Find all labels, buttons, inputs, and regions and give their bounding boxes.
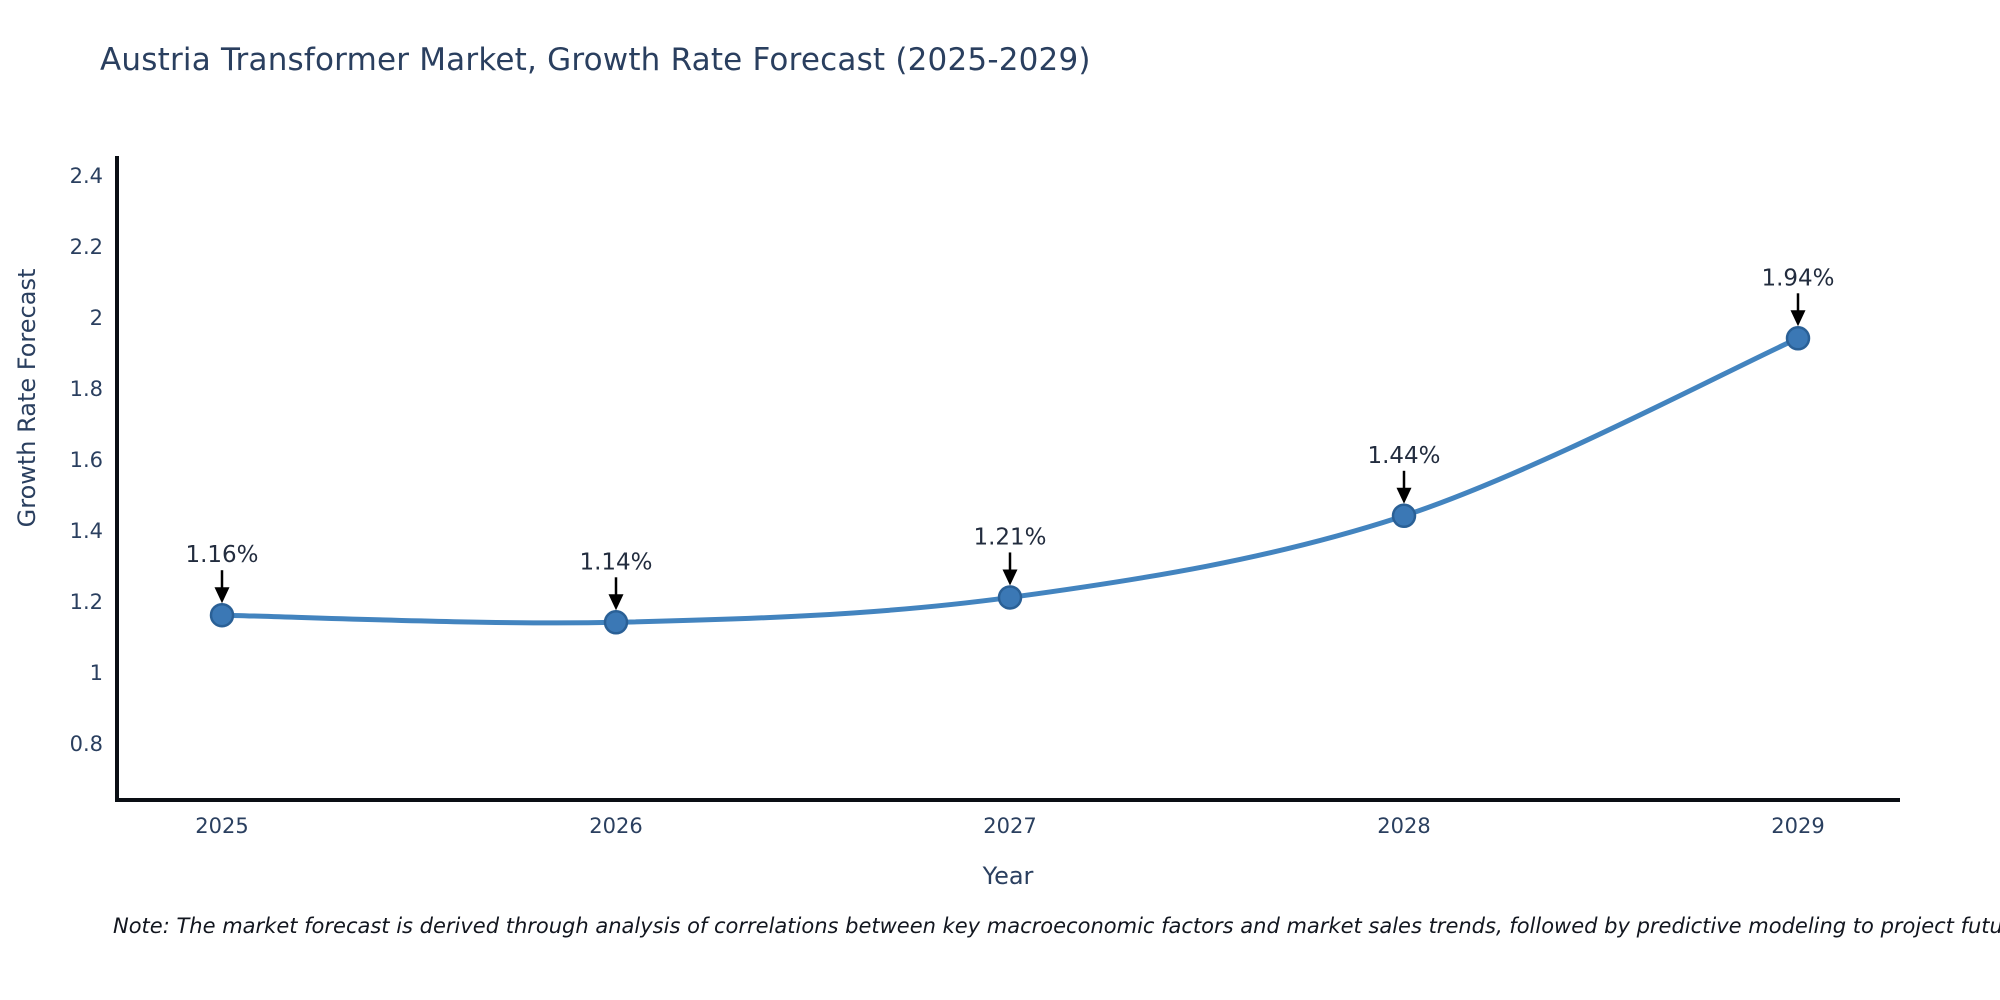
data-point-2028[interactable]	[1391, 503, 1417, 529]
point-value-label: 1.14%	[579, 549, 652, 575]
arrow-head-icon	[214, 587, 230, 604]
y-tick-label: 2	[90, 306, 103, 330]
footnote: Note: The market forecast is derived thr…	[113, 914, 2000, 938]
arrow-head-icon	[1396, 487, 1412, 504]
chart-title: Austria Transformer Market, Growth Rate …	[100, 42, 1091, 78]
point-value-label: 1.21%	[973, 524, 1046, 550]
x-tick-label: 2027	[983, 814, 1036, 838]
data-point-2026[interactable]	[603, 610, 629, 635]
arrow-head-icon	[1002, 569, 1018, 586]
y-tick-label: 1.2	[70, 590, 103, 614]
y-tick-label: 2.2	[70, 235, 103, 259]
data-point-2025[interactable]	[209, 602, 235, 628]
y-tick-label: 1	[90, 661, 103, 685]
x-axis-title: Year	[982, 862, 1034, 890]
y-tick-label: 0.8	[70, 732, 103, 756]
point-value-label: 1.16%	[185, 542, 258, 568]
data-point-2027[interactable]	[997, 585, 1023, 610]
point-value-label: 1.44%	[1367, 443, 1440, 469]
x-tick-label: 2029	[1771, 814, 1824, 838]
x-tick-label: 2026	[589, 814, 642, 838]
data-point-2029[interactable]	[1785, 326, 1811, 351]
y-tick-label: 1.6	[70, 448, 103, 472]
point-value-label: 1.94%	[1761, 265, 1834, 291]
arrow-head-icon	[608, 594, 624, 611]
y-tick-label: 1.4	[70, 519, 103, 543]
arrow-head-icon	[1790, 310, 1806, 327]
y-axis-title: Growth Rate Forecast	[13, 268, 41, 528]
x-tick-label: 2028	[1377, 814, 1430, 838]
y-tick-label: 2.4	[70, 164, 103, 188]
y-tick-label: 1.8	[70, 377, 103, 401]
x-tick-label: 2025	[195, 814, 248, 838]
